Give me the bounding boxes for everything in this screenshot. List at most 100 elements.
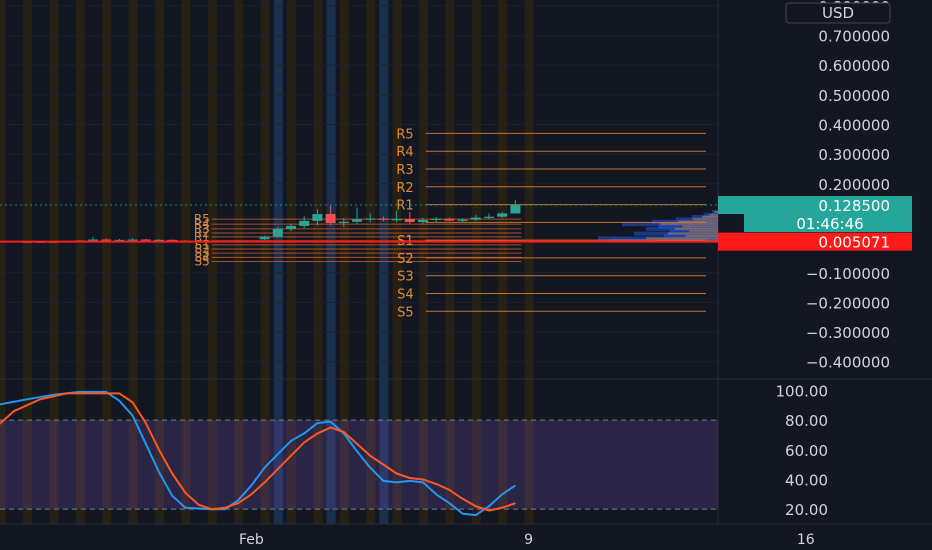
time-tick-label: Feb [239, 532, 264, 548]
session-band [207, 0, 217, 524]
stochastic-band [0, 420, 718, 510]
session-band [445, 0, 455, 524]
time-tick-label: 9 [524, 532, 533, 548]
volume-profile-row [670, 229, 718, 234]
oscillator-tick-label: 100.00 [776, 382, 829, 400]
candle-body[interactable] [431, 218, 442, 220]
oscillator-tick-label: 20.00 [785, 501, 828, 519]
candle-body[interactable] [418, 219, 428, 223]
pivot-label-r3: R3 [396, 163, 413, 178]
session-band [471, 0, 481, 524]
candle-body[interactable] [286, 225, 296, 229]
session-band [234, 0, 244, 524]
pivot-label-prev: S4 [195, 250, 210, 264]
volume-profile-row-up [709, 213, 718, 216]
session-band [419, 0, 428, 524]
volume-profile-row [703, 212, 718, 217]
red-price-label: 0.005071 [818, 234, 890, 252]
candle-body[interactable] [272, 228, 283, 237]
candle-body[interactable] [378, 218, 389, 220]
volume-profile-row-up [702, 216, 718, 219]
currency-pill[interactable] [785, 2, 891, 24]
volume-profile-row-up [678, 220, 718, 223]
session-band [287, 0, 296, 524]
volume-profile-row [646, 226, 718, 231]
candle-body[interactable] [457, 219, 468, 221]
volume-profile-row-up [692, 218, 718, 221]
price-lines [0, 204, 718, 243]
candle-body[interactable] [101, 239, 112, 241]
countdown-badge [744, 214, 912, 233]
candle-body[interactable] [497, 213, 508, 217]
candle-body[interactable] [154, 239, 164, 242]
pivot-label-prev: R5 [194, 212, 210, 226]
candle-body[interactable] [312, 214, 323, 221]
oscillator-tick-label: 60.00 [785, 442, 828, 460]
session-band [313, 0, 323, 524]
candle-body[interactable] [484, 216, 494, 218]
session-band [23, 0, 32, 524]
axis-labels: USD [785, 2, 891, 24]
volume-profile-row-up [667, 232, 718, 235]
candle-body[interactable] [127, 239, 138, 241]
candle-body[interactable] [167, 239, 178, 242]
price-tick-label: 0.500000 [818, 87, 890, 105]
pivot-label-s3: S3 [397, 270, 414, 285]
candle-body[interactable] [338, 221, 349, 223]
candle-body[interactable] [325, 214, 336, 223]
candle-body[interactable] [140, 239, 151, 241]
volume-profile-row [676, 217, 718, 222]
session-band [0, 0, 6, 524]
session-band [326, 0, 336, 524]
pivot-label-s4: S4 [397, 288, 414, 303]
pivot-label-r5: R5 [396, 127, 413, 142]
stochastic-d-line[interactable] [0, 392, 516, 512]
candle-body[interactable] [365, 218, 376, 220]
volume-profile-row-up [646, 237, 718, 240]
candle-body[interactable] [404, 219, 415, 223]
pivot-label-prev: R4 [194, 217, 210, 231]
candle-body[interactable] [114, 239, 125, 242]
last-price-label: 0.128500 [818, 197, 890, 215]
volume-profile-row [712, 209, 718, 214]
session-band [155, 0, 164, 524]
pivot-label-prev: R3 [194, 222, 210, 236]
session-band [498, 0, 508, 524]
volume-profile-row [598, 236, 718, 241]
stochastic-oscillator-pane[interactable] [0, 390, 718, 517]
candle-body[interactable] [259, 236, 270, 240]
session-band [379, 0, 389, 524]
price-tick-label: −0.100000 [806, 265, 890, 283]
pivot-label-prev: S2 [195, 242, 210, 256]
price-tick-label: 0.600000 [818, 57, 890, 75]
stochastic-k-line[interactable] [0, 390, 516, 517]
candle-body[interactable] [88, 239, 98, 241]
volume-profile-row-up [674, 227, 718, 230]
candle-body[interactable] [470, 217, 481, 220]
volume-profile-row-up [714, 210, 718, 213]
currency-label[interactable]: USD [822, 4, 854, 22]
session-band [524, 0, 534, 524]
candle-body[interactable] [510, 205, 521, 214]
session-band [128, 0, 138, 524]
volume-profile-row-up [682, 225, 718, 228]
oscillator-tick-label: 40.00 [785, 471, 828, 489]
pivot-label-r2: R2 [396, 181, 413, 196]
pivot-label-r4: R4 [396, 145, 413, 160]
session-band [392, 0, 402, 524]
price-tick-label: 0.200000 [818, 176, 890, 194]
volume-profile-row [658, 224, 718, 229]
candle-body[interactable] [391, 219, 402, 221]
volume-profile-row [634, 231, 718, 236]
pivot-label-prev: S5 [195, 254, 210, 268]
pivot-label-r1: R1 [396, 199, 413, 214]
candle-body[interactable] [444, 218, 455, 221]
session-highlight-bands [0, 0, 534, 524]
session-band [366, 0, 376, 524]
session-band [273, 0, 283, 524]
price-tick-label: −0.200000 [806, 294, 890, 312]
session-band [181, 0, 191, 524]
candle-body[interactable] [299, 220, 310, 226]
candle-body[interactable] [352, 219, 362, 222]
